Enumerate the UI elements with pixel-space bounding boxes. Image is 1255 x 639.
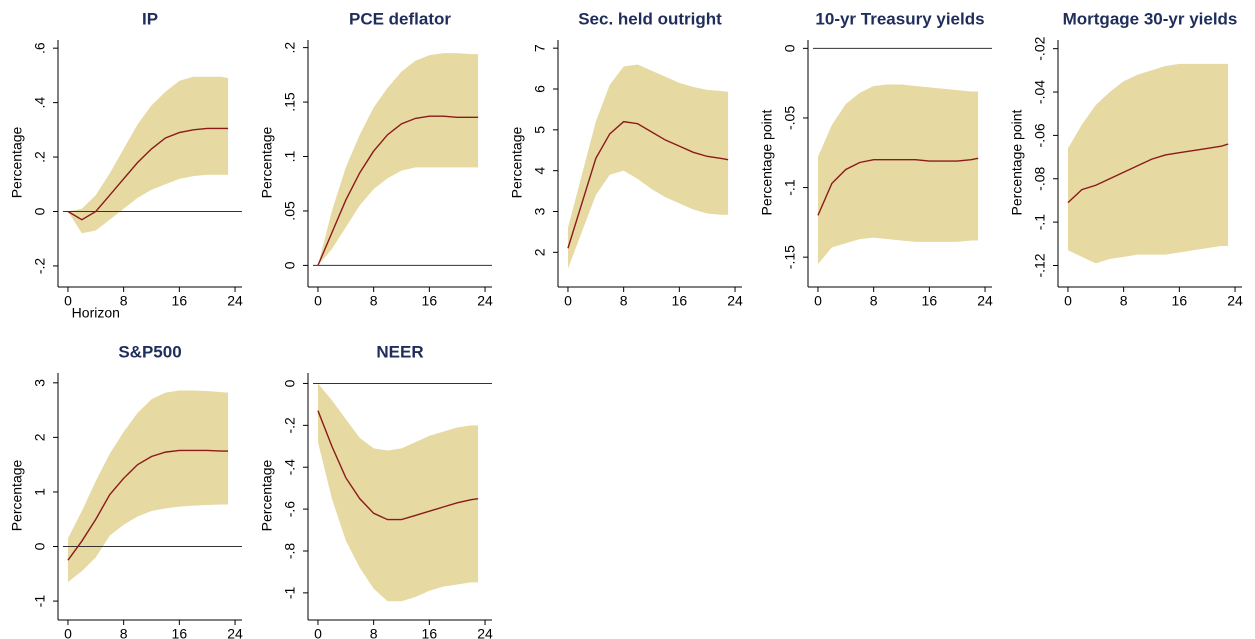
y-tick-label: .1 (282, 150, 298, 162)
x-tick-label: 16 (422, 626, 438, 639)
y-tick-label: .2 (32, 151, 48, 163)
response-line (817, 157, 979, 216)
x-tick-label: 24 (977, 293, 993, 309)
y-tick-label: 2 (32, 433, 48, 441)
x-tick-label: 8 (120, 626, 128, 639)
y-tick-label: -.06 (1032, 123, 1048, 147)
y-axis-label: Percentage (9, 126, 25, 198)
panel-title: NEER (376, 342, 423, 361)
x-tick-label: 8 (1120, 293, 1128, 309)
x-tick-label: 8 (870, 293, 878, 309)
y-tick-label: 0 (282, 261, 298, 269)
x-tick-label: 16 (172, 626, 188, 639)
confidence-band (317, 53, 479, 266)
x-tick-label: 8 (370, 293, 378, 309)
y-tick-label: .6 (32, 42, 48, 54)
x-tick-label: 8 (120, 293, 128, 309)
y-tick-label: 3 (532, 207, 548, 215)
y-tick-label: .15 (282, 92, 298, 112)
y-tick-label: -.6 (282, 501, 298, 518)
y-tick-label: -.1 (1032, 214, 1048, 231)
x-tick-label: 16 (422, 293, 438, 309)
y-tick-label: -.8 (282, 543, 298, 560)
x-tick-label: 24 (1227, 293, 1243, 309)
y-tick-label: -.04 (1032, 80, 1048, 104)
y-axis-label: Percentage (259, 126, 275, 198)
confidence-band (1067, 63, 1229, 264)
y-tick-label: .4 (32, 97, 48, 109)
x-tick-label: 24 (477, 293, 493, 309)
confidence-band (817, 84, 979, 265)
x-tick-label: 0 (64, 626, 72, 639)
y-tick-label: -.1 (782, 179, 798, 196)
x-tick-label: 24 (477, 626, 493, 639)
y-tick-label: 3 (32, 379, 48, 387)
y-tick-label: -.12 (1032, 253, 1048, 277)
y-tick-label: 0 (32, 542, 48, 550)
x-axis-label: Horizon (72, 305, 120, 321)
x-tick-label: 24 (727, 293, 743, 309)
y-tick-label: 7 (532, 44, 548, 52)
y-tick-label: -.05 (782, 106, 798, 130)
y-tick-label: 0 (32, 207, 48, 215)
x-tick-label: 16 (672, 293, 688, 309)
y-tick-label: -.08 (1032, 166, 1048, 190)
response-line (67, 127, 229, 221)
x-tick-label: 0 (64, 293, 72, 309)
y-tick-label: -.2 (32, 258, 48, 275)
response-line (67, 449, 229, 561)
y-tick-label: 2 (532, 248, 548, 256)
panel-title: S&P500 (118, 342, 181, 361)
x-tick-label: 0 (314, 626, 322, 639)
x-tick-label: 24 (227, 626, 243, 639)
y-tick-label: -1 (282, 586, 298, 599)
y-tick-label: .2 (282, 42, 298, 54)
confidence-band (317, 383, 479, 602)
panel-title: Sec. held outright (578, 9, 722, 28)
x-tick-label: 0 (314, 293, 322, 309)
x-tick-label: 16 (922, 293, 938, 309)
y-tick-label: -.4 (282, 459, 298, 476)
y-tick-label: -1 (32, 595, 48, 608)
y-tick-label: 0 (282, 379, 298, 387)
x-tick-label: 0 (814, 293, 822, 309)
x-tick-label: 24 (227, 293, 243, 309)
y-tick-label: 6 (532, 85, 548, 93)
response-line (567, 120, 729, 249)
confidence-band (67, 390, 229, 582)
panel-title: 10-yr Treasury yields (815, 9, 984, 28)
response-line (317, 410, 479, 521)
y-axis-label: Percentage (9, 459, 25, 531)
response-line (1067, 143, 1229, 204)
confidence-band (67, 76, 229, 234)
y-tick-label: -.02 (1032, 36, 1048, 60)
y-axis-label: Percentage (509, 126, 525, 198)
y-tick-label: 4 (532, 167, 548, 175)
y-tick-label: 1 (32, 488, 48, 496)
y-tick-label: 0 (782, 44, 798, 52)
x-tick-label: 0 (1064, 293, 1072, 309)
x-tick-label: 16 (1172, 293, 1188, 309)
x-tick-label: 0 (564, 293, 572, 309)
x-tick-label: 16 (172, 293, 188, 309)
response-line (317, 115, 479, 266)
y-tick-label: 5 (532, 126, 548, 134)
x-tick-label: 8 (620, 293, 628, 309)
y-axis-label: Percentage (259, 459, 275, 531)
y-axis-label: Percentage point (759, 109, 775, 215)
y-tick-label: -.2 (282, 417, 298, 434)
x-tick-label: 8 (370, 626, 378, 639)
panel-title: IP (142, 9, 158, 28)
y-tick-label: .05 (282, 201, 298, 221)
panel-title: PCE deflator (349, 9, 451, 28)
y-axis-label: Percentage point (1009, 109, 1025, 215)
y-tick-label: -.15 (782, 245, 798, 269)
confidence-band (567, 64, 729, 269)
panel-title: Mortgage 30-yr yields (1063, 9, 1238, 28)
